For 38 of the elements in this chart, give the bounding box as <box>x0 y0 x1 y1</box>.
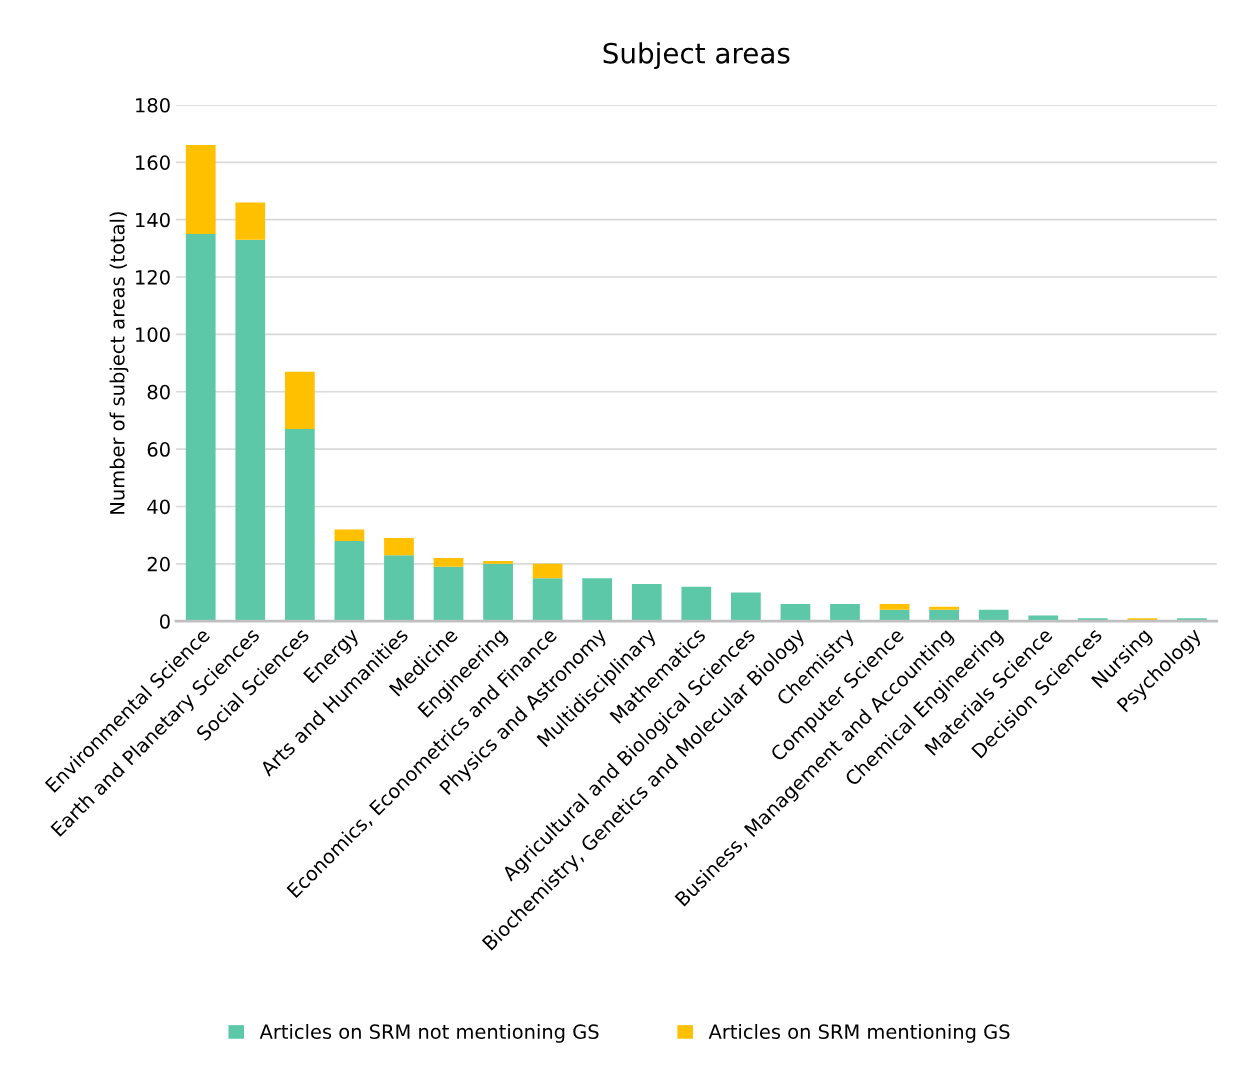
bar <box>929 606 959 610</box>
bar <box>284 429 315 622</box>
y-tick-label: 80 <box>147 384 170 400</box>
y-tick-label: 40 <box>147 499 170 515</box>
y-tick-label: 160 <box>136 155 170 170</box>
y-tick-label: 180 <box>136 97 170 113</box>
legend-label: Articles on SRM not mentioning GS <box>259 1023 599 1043</box>
bar <box>185 145 216 235</box>
y-tick-label: 120 <box>136 269 170 285</box>
bar <box>433 566 464 622</box>
bar <box>185 234 216 622</box>
bar <box>334 529 365 541</box>
bar <box>235 202 266 240</box>
bar <box>631 583 662 622</box>
legend-label: Articles on SRM mentioning GS <box>708 1023 1010 1043</box>
bar <box>433 558 464 567</box>
bar <box>681 586 712 622</box>
bar <box>384 538 414 556</box>
bar <box>235 239 266 622</box>
bar <box>830 603 860 622</box>
bar <box>731 592 761 622</box>
y-tick-label: 20 <box>147 556 170 572</box>
bar <box>483 560 513 564</box>
bar <box>879 603 910 610</box>
bar <box>483 563 513 622</box>
bar <box>334 540 365 622</box>
y-tick-label: 100 <box>136 327 170 343</box>
bar <box>582 578 613 622</box>
bar <box>780 603 811 622</box>
bar <box>532 563 563 579</box>
y-tick-label: 60 <box>147 442 170 457</box>
bar <box>284 371 315 430</box>
bar <box>384 555 414 622</box>
y-axis-title: Number of subject areas (total) <box>109 212 129 514</box>
y-tick-label: 0 <box>159 614 170 629</box>
bar <box>532 578 563 622</box>
chart-title: Subject areas <box>603 42 790 70</box>
y-tick-label: 140 <box>136 212 170 228</box>
